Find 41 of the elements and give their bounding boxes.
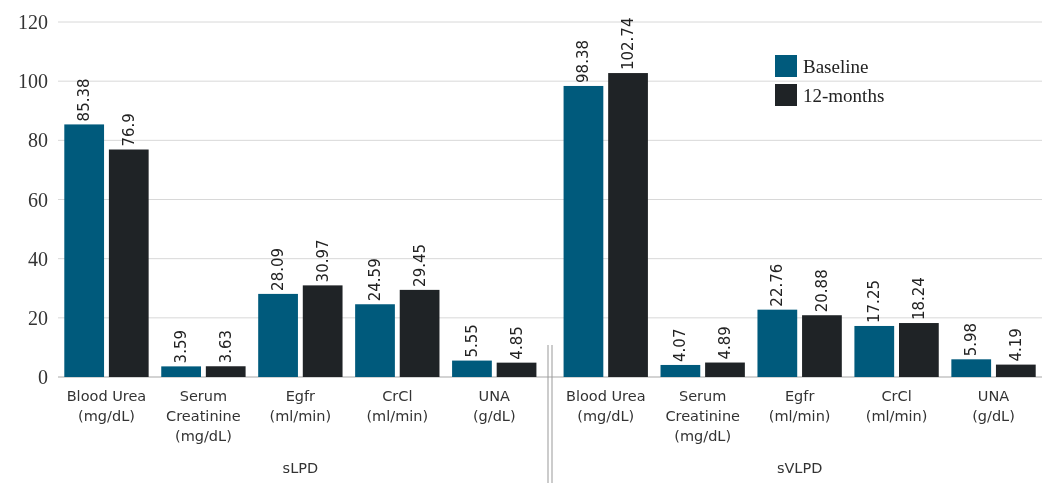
text: sLPD — [282, 460, 319, 476]
data-label: 4.89 — [715, 326, 734, 360]
data-label: 98.38 — [574, 40, 593, 83]
x-tick-label: Blood Urea (mg/dL) — [66, 388, 147, 424]
y-tick-label: 100 — [18, 70, 48, 93]
data-label: 5.98 — [962, 322, 981, 357]
data-label: 3.63 — [216, 329, 235, 364]
data-label: 4.07 — [671, 328, 690, 362]
y-tick-label: 80 — [28, 129, 48, 152]
data-label: 3.59 — [172, 329, 191, 364]
x-tick-label: Serum Creatinine (mg/dL) — [665, 388, 741, 444]
x-tick-label: UNA (g/dL) — [972, 388, 1015, 424]
y-tick-label: 60 — [28, 188, 48, 211]
y-tick-label: 20 — [28, 306, 48, 329]
data-label: 28.09 — [269, 247, 288, 291]
data-label: 5.55 — [462, 324, 481, 358]
data-label: 18.24 — [909, 277, 928, 321]
x-tick-label: Serum Creatinine (mg/dL) — [166, 388, 241, 444]
y-tick-label: 120 — [18, 11, 48, 33]
x-tick-label: Egfr (ml/min) — [768, 388, 831, 424]
data-label: 20.88 — [812, 269, 831, 313]
x-tick-label: UNA (g/dL) — [472, 388, 516, 424]
y-tick-label: 40 — [28, 247, 48, 270]
data-label: 85.38 — [75, 78, 94, 122]
legend-label: Baseline — [803, 55, 869, 77]
text: sVLPD — [776, 460, 823, 476]
x-tick-label: CrCl (ml/min) — [865, 388, 928, 424]
data-label: 4.85 — [507, 326, 526, 360]
x-tick-label: CrCl (ml/min) — [366, 388, 429, 424]
data-label: 102.74 — [619, 17, 638, 71]
y-tick-label: 0 — [38, 366, 48, 388]
data-label: 24.59 — [366, 258, 385, 302]
data-label: 76.9 — [119, 113, 138, 147]
data-label: 30.97 — [313, 239, 332, 283]
data-label: 22.76 — [768, 263, 787, 307]
x-tick-label: Blood Urea (mg/dL) — [565, 388, 646, 424]
legend-label: 12-months — [803, 84, 885, 106]
data-label: 4.19 — [1006, 328, 1025, 362]
x-tick-label: Egfr (ml/min) — [269, 388, 332, 424]
data-label: 17.25 — [865, 280, 884, 323]
data-label: 29.45 — [410, 243, 429, 287]
